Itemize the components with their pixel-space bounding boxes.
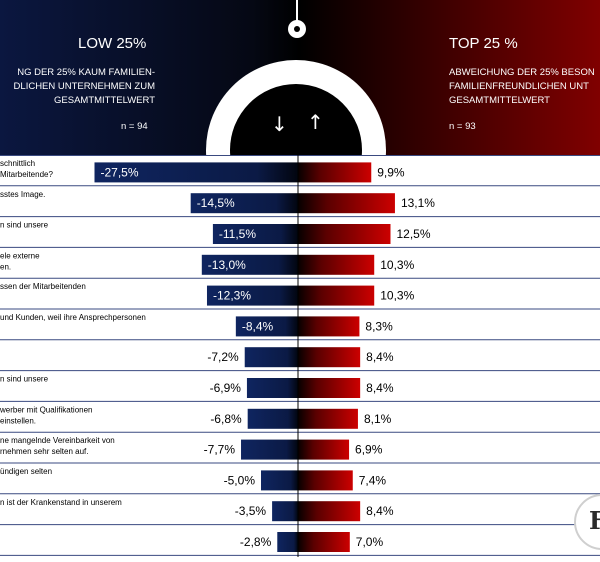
brand-logo-text: FF	[589, 506, 600, 535]
bar-top	[298, 285, 375, 306]
category-label: ele externe	[0, 251, 40, 260]
bar-low	[261, 470, 298, 491]
value-label-low: -8,4%	[242, 319, 274, 333]
value-label-low: -6,9%	[210, 381, 242, 395]
top-title: TOP 25 %	[449, 35, 518, 52]
top-subtitle-line: FAMILIENFREUNDLICHEN UNT	[449, 81, 589, 92]
top-subtitle-line: ABWEICHUNG DER 25% BESON	[449, 67, 595, 78]
low-subtitle-line: DLICHEN UNTERNEHMEN ZUM	[13, 81, 155, 92]
bar-top	[298, 501, 361, 522]
value-label-low: -7,7%	[204, 443, 236, 457]
category-label: en.	[0, 262, 11, 271]
value-label-low: -12,3%	[213, 289, 251, 303]
bar-low	[235, 316, 298, 337]
bar-top	[298, 378, 361, 398]
value-label-top: 10,3%	[380, 258, 414, 272]
value-label-top: 6,9%	[355, 443, 383, 457]
bar-top	[298, 224, 391, 244]
bar-low	[190, 193, 298, 214]
value-label-top: 12,5%	[397, 227, 431, 241]
value-label-low: -3,5%	[235, 504, 267, 518]
chart-svg: schnittlich Mitarbeitende? -27,5% 9,9% sstes…	[0, 155, 600, 557]
bar-low	[246, 378, 298, 398]
bar-top	[298, 316, 360, 337]
category-label: sstes Image.	[0, 190, 45, 199]
category-label: einstellen.	[0, 416, 36, 425]
value-label-top: 10,3%	[380, 289, 414, 303]
diverging-bar-chart: schnittlich Mitarbeitende? -27,5% 9,9% sstes…	[0, 155, 600, 557]
value-label-top: 8,4%	[366, 350, 394, 364]
bar-low	[277, 532, 298, 552]
category-label: n sind unsere	[0, 221, 49, 230]
low-subtitle-line: GESAMTMITTELWERT	[54, 95, 155, 106]
bar-top	[298, 193, 395, 214]
bar-low	[201, 254, 298, 275]
category-label: werber mit Qualifikationen	[0, 405, 92, 414]
category-label: schnittlich	[0, 159, 35, 168]
category-label: n ist der Krankenstand in unserem	[0, 498, 122, 507]
value-label-top: 7,0%	[356, 535, 384, 549]
category-label: rnehmen sehr selten auf.	[0, 447, 89, 456]
center-stem	[296, 0, 298, 22]
center-knob-dot	[294, 26, 300, 32]
value-label-top: 8,1%	[364, 412, 392, 426]
value-label-low: -5,0%	[224, 473, 256, 487]
bar-top	[298, 439, 350, 460]
bar-low	[94, 162, 298, 183]
bar-top	[298, 162, 372, 183]
bar-top	[298, 254, 375, 275]
category-label: ündigen selten	[0, 467, 52, 476]
category-label: ssen der Mitarbeitenden	[0, 282, 86, 291]
value-label-top: 13,1%	[401, 196, 435, 210]
arrow-down-icon: ↓	[271, 112, 288, 136]
value-label-top: 8,4%	[366, 504, 394, 518]
value-label-top: 8,4%	[366, 381, 394, 395]
bar-low	[206, 285, 298, 306]
value-label-low: -7,2%	[207, 350, 239, 364]
top-subtitle-line: GESAMTMITTELWERT	[449, 95, 550, 106]
category-label: Mitarbeitende?	[0, 170, 53, 179]
arrow-up-icon: ↑	[307, 110, 324, 134]
bar-low	[272, 501, 298, 522]
low-sample-size: n = 94	[121, 121, 148, 132]
value-label-top: 9,9%	[377, 165, 405, 179]
low-title: LOW 25%	[78, 35, 147, 52]
value-label-top: 7,4%	[359, 473, 387, 487]
value-label-top: 8,3%	[365, 319, 393, 333]
bar-top	[298, 347, 361, 368]
bar-top	[298, 408, 358, 429]
top-sample-size: n = 93	[449, 121, 476, 132]
top-subtitle: ABWEICHUNG DER 25% BESON FAMILIENFREUNDL…	[449, 66, 595, 108]
chart-header: ↓ ↑ LOW 25% NG DER 25% KAUM FAMILIEN- DL…	[0, 0, 600, 155]
bar-low	[244, 347, 298, 368]
bar-low	[212, 224, 298, 244]
bar-low	[241, 439, 298, 460]
low-subtitle-line: NG DER 25% KAUM FAMILIEN-	[17, 67, 155, 78]
value-label-low: -2,8%	[240, 535, 272, 549]
category-label: ne mangelnde Vereinbarkeit von	[0, 436, 115, 445]
category-label: und Kunden, weil ihre Ansprechpersonen	[0, 313, 146, 322]
value-label-low: -14,5%	[197, 196, 235, 210]
bar-top	[298, 532, 350, 552]
value-label-low: -13,0%	[208, 258, 246, 272]
bar-low	[247, 408, 298, 429]
value-label-low: -6,8%	[210, 412, 242, 426]
category-label: n sind unsere	[0, 375, 49, 384]
bar-top	[298, 470, 353, 491]
value-label-low: -27,5%	[101, 165, 139, 179]
low-subtitle: NG DER 25% KAUM FAMILIEN- DLICHEN UNTERN…	[14, 66, 155, 108]
value-label-low: -11,5%	[219, 227, 256, 241]
